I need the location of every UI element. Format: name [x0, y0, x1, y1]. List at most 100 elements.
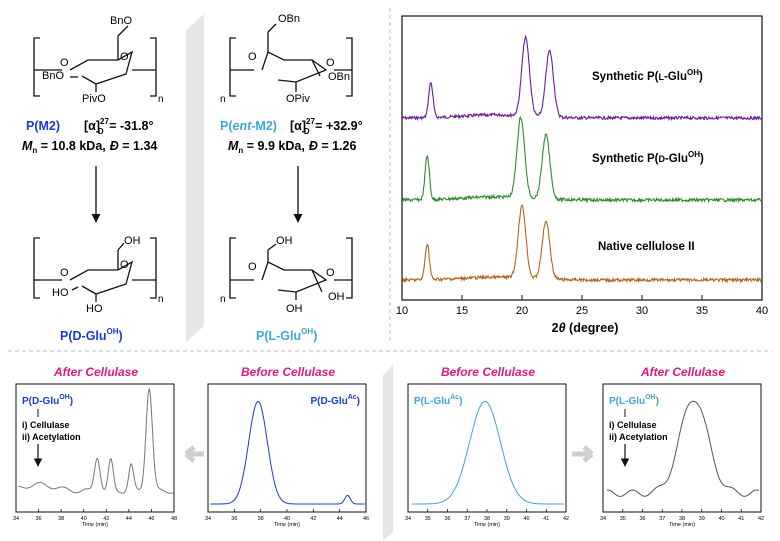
gpc-tick-label: 46: [148, 516, 154, 522]
gpc-label-0: P(D-GluOH): [22, 394, 73, 407]
group-right-right: OBn: [328, 71, 350, 83]
gpc-tick-label: 39: [504, 516, 510, 522]
gpc-tick-label: 38: [679, 516, 685, 522]
gpc-tick-label: 38: [258, 516, 264, 522]
xrd-label-0: Synthetic P(L-GluOH): [592, 68, 703, 83]
product-left-n: n: [158, 294, 164, 305]
product-left-link-o: O: [60, 267, 69, 279]
gpc-step1-0: i) Cellulase: [22, 420, 70, 430]
product-right-link-o: O: [326, 267, 335, 279]
gpc-header-0: After Cellulase: [53, 365, 138, 379]
product-right-bottom: OH: [286, 303, 303, 315]
gpc-step1-3: i) Cellulase: [609, 420, 657, 430]
gpc-tick-label: 40: [81, 516, 87, 522]
xrd-tick-label: 35: [696, 305, 708, 317]
product-left-ring-o: O: [120, 259, 129, 271]
gpc-tick-label: 35: [620, 516, 626, 522]
xrd-series-1: [401, 115, 763, 204]
mn-left: Mn = 10.8 kDa, Đ = 1.34: [22, 139, 157, 155]
gpc-tick-label: 46: [363, 516, 369, 522]
product-left-bottom: HO: [86, 303, 103, 315]
gpc-tick-label: 37: [464, 516, 470, 522]
gpc-xlabel-1: Time (min): [274, 522, 300, 528]
gpc-step2-0: ii) Acetylation: [22, 432, 81, 442]
product-right-n: n: [220, 294, 226, 305]
xrd-xlabel: 2θ (degree): [552, 321, 619, 335]
gpc-trace-2: [412, 400, 564, 505]
mirror-plane: [186, 14, 204, 342]
grey-arrow-left: [184, 445, 204, 463]
polymer-ent-m2-structure: [229, 23, 353, 97]
gpc-tick-label: 44: [337, 516, 343, 522]
gpc-tick-label: 40: [284, 516, 290, 522]
gpc-label-2: P(L-GluAc): [414, 394, 462, 407]
repeat-n-right: n: [220, 94, 226, 105]
rotation-right: [α]27 D = +32.9°: [290, 117, 363, 136]
xrd-tick-label: 10: [396, 305, 408, 317]
xrd-frame: [401, 15, 763, 301]
gpc-tick-label: 38: [484, 516, 490, 522]
link-oxygen-right: O: [326, 57, 335, 69]
gpc-tick-label: 40: [523, 516, 529, 522]
gpc-tick-label: 48: [171, 516, 177, 522]
product-right-ring-o: O: [248, 261, 257, 273]
gpc-tick-label: 42: [310, 516, 316, 522]
gpc-tick-label: 36: [444, 516, 450, 522]
ring-oxygen-left: O: [120, 51, 129, 63]
gpc-xlabel-0: Time (min): [82, 522, 108, 528]
gpc-tick-label: 34: [13, 516, 19, 522]
group-top-left: BnO: [110, 15, 132, 27]
gpc-tick-label: 36: [639, 516, 645, 522]
gpc-label-1: P(D-GluAc): [310, 394, 360, 407]
ring-oxygen-right: O: [248, 51, 257, 63]
product-right-right: OH: [328, 291, 345, 303]
gpc-tick-label: 39: [699, 516, 705, 522]
xrd-series-2: [401, 204, 762, 284]
xrd-label-2: Native cellulose II: [598, 241, 695, 253]
product-left-structure: [33, 237, 157, 302]
xrd-tick-label: 15: [456, 305, 468, 317]
product-left-name: P(D-GluOH): [60, 327, 123, 343]
xrd-series-0: [401, 34, 763, 122]
gpc-label-3: P(L-GluOH): [609, 394, 659, 407]
gpc-tick-label: 40: [718, 516, 724, 522]
gpc-tick-label: 37: [659, 516, 665, 522]
gpc-trace-3: [607, 400, 760, 497]
gpc-tick-label: 41: [543, 516, 549, 522]
polymer-right-name: P(ent-M2): [220, 119, 277, 133]
xrd-tick-label: 30: [636, 305, 648, 317]
gpc-tick-label: 38: [58, 516, 64, 522]
xrd-label-1: Synthetic P(D-GluOH): [592, 150, 704, 165]
gpc-tick-label: 35: [425, 516, 431, 522]
gpc-frame-0: [15, 383, 175, 513]
gpc-tick-label: 42: [563, 516, 569, 522]
gpc-header-3: After Cellulase: [640, 365, 725, 379]
gpc-xlabel-3: Time (min): [669, 522, 695, 528]
product-right-top: OH: [276, 235, 293, 247]
product-left-left: HO: [52, 287, 69, 299]
gpc-tick-label: 34: [405, 516, 411, 522]
polymer-left-name: P(M2): [26, 119, 60, 133]
gpc-tick-label: 44: [126, 516, 132, 522]
mirror-plane-bottom: [383, 365, 393, 541]
gpc-tick-label: 36: [231, 516, 237, 522]
group-bottom-left: PivO: [82, 93, 106, 105]
xrd-tick-label: 20: [516, 305, 528, 317]
gpc-trace-1: [210, 400, 365, 505]
group-top-right: OBn: [278, 13, 300, 25]
grey-arrow-right: [572, 445, 594, 463]
gpc-tick-label: 42: [103, 516, 109, 522]
gpc-tick-label: 42: [758, 516, 764, 522]
mn-right: Mn = 9.9 kDa, Đ = 1.26: [228, 139, 356, 155]
gpc-tick-label: 41: [738, 516, 744, 522]
polymer-m2-structure: [33, 25, 157, 97]
gpc-header-2: Before Cellulase: [441, 365, 535, 379]
gpc-step2-3: ii) Acetylation: [609, 432, 668, 442]
gpc-xlabel-2: Time (min): [474, 522, 500, 528]
group-left-left: BnO: [42, 70, 64, 82]
product-right-structure: [229, 237, 353, 300]
gpc-trace-0: [18, 387, 174, 494]
gpc-tick-label: 34: [205, 516, 211, 522]
product-left-top: OH: [124, 235, 141, 247]
